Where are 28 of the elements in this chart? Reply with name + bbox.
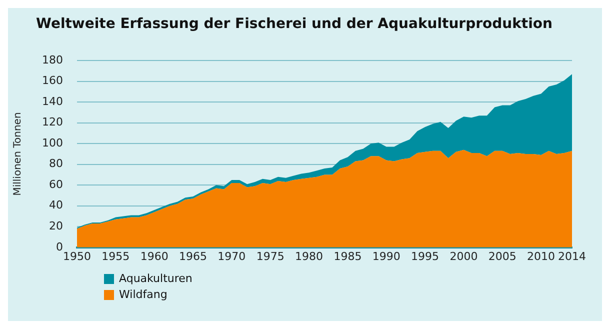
x-tick-label: 1990	[372, 250, 400, 263]
x-tick-label: 1965	[179, 250, 208, 263]
x-tick-label: 1960	[140, 250, 168, 263]
chart-title: Weltweite Erfassung der Fischerei und der Aquakulturproduktion	[35, 16, 554, 32]
y-tick-label: 0	[56, 240, 63, 254]
x-tick-label: 1985	[334, 250, 362, 263]
x-tick-label: 2005	[488, 250, 516, 263]
x-tick-label: 1995	[411, 250, 440, 263]
x-tick-label: 1980	[295, 250, 324, 263]
x-tick-label: 1955	[102, 250, 130, 263]
y-tick-label: 20	[48, 220, 63, 233]
x-tick-label: 1950	[62, 250, 91, 263]
legend-label: Aquakulturen	[119, 272, 192, 285]
y-tick-label: 40	[48, 198, 63, 212]
x-tick-label: 2010	[527, 250, 556, 263]
y-axis-title: Millionen Tonnen	[12, 112, 24, 196]
x-tick-label: 2000	[450, 250, 478, 263]
x-tick-label: 2014	[558, 250, 586, 263]
y-tick-label: 140	[42, 94, 63, 108]
y-tick-label: 180	[42, 53, 63, 66]
y-tick-label: 60	[48, 178, 63, 191]
y-tick-label: 100	[42, 136, 63, 150]
x-tick-label: 1970	[218, 250, 246, 263]
x-tick-label: 1975	[256, 250, 284, 263]
y-tick-label: 80	[48, 157, 63, 170]
legend-label: Wildfang	[119, 288, 168, 301]
y-tick-label: 160	[42, 74, 63, 88]
y-tick-label: 120	[42, 116, 63, 129]
